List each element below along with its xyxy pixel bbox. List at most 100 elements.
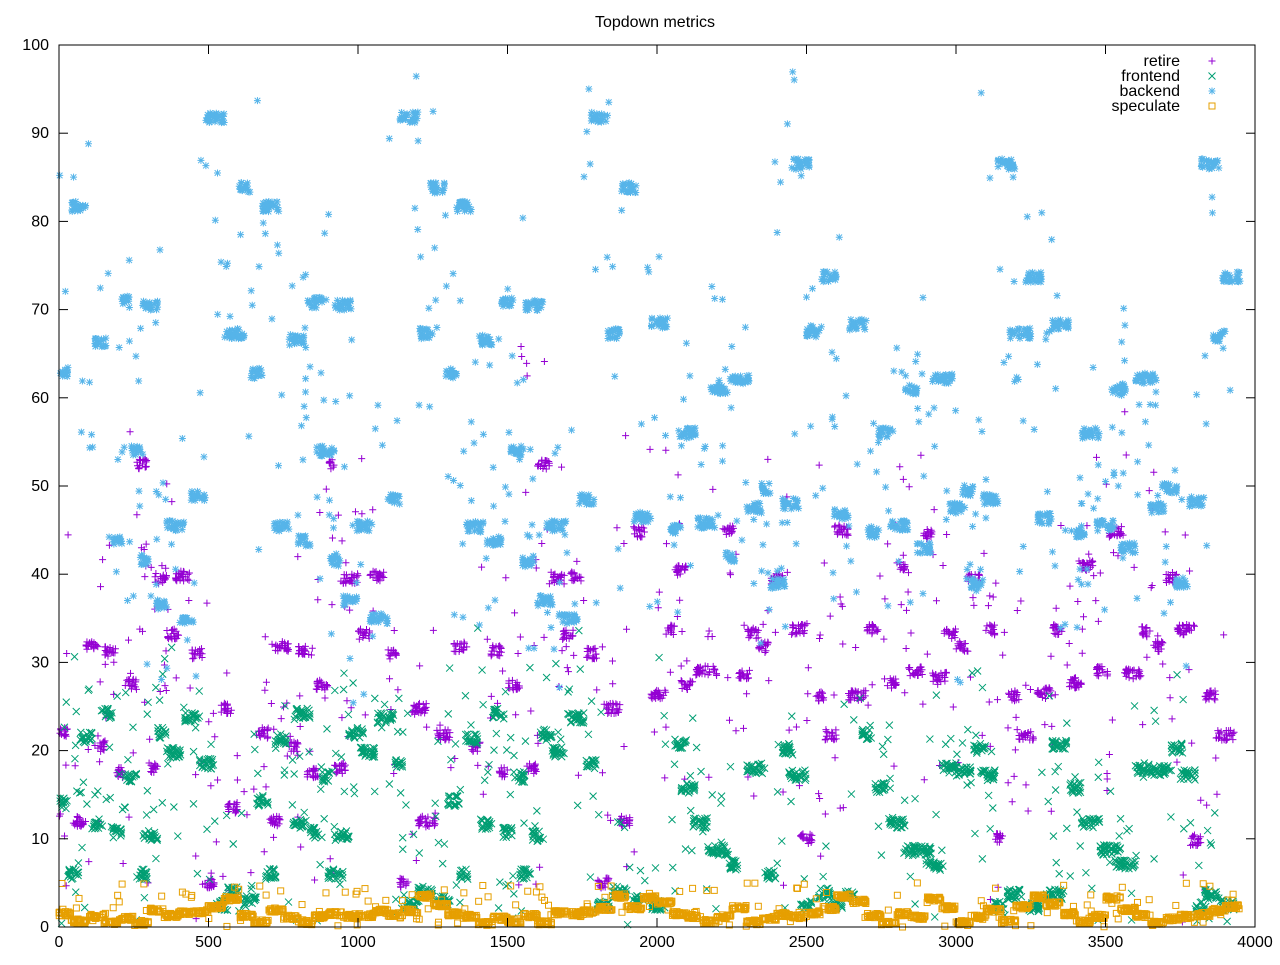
retire-point [252,731,260,739]
retire-point [522,488,530,496]
retire-point [1108,716,1116,724]
retire-point [654,604,662,612]
backend-point [270,520,278,528]
frontend-point [349,783,358,791]
retire-point [233,776,241,784]
frontend-point [434,838,443,847]
frontend-point [317,763,326,771]
retire-point [210,883,218,891]
retire-point [683,657,691,665]
retire-point [411,706,419,714]
backend-point [193,487,201,495]
retire-point [386,675,394,683]
retire-point [1150,468,1158,476]
frontend-point [692,743,701,752]
backend-point [387,494,395,502]
retire-point [185,569,193,577]
backend-point [294,540,302,548]
retire-point [515,881,523,889]
frontend-point [1087,884,1096,893]
retire-point [110,658,118,666]
retire-point [949,703,957,711]
retire-point [978,731,986,739]
retire-point [132,678,140,686]
retire-point [830,691,838,699]
retire-point [1022,681,1030,689]
retire-point [897,601,905,609]
retire-point [896,463,904,471]
frontend-point [339,685,348,694]
frontend-point [271,744,280,753]
retire-point [1212,754,1220,762]
retire-point [211,733,219,741]
retire-point [985,698,993,706]
backend-point [304,297,312,305]
frontend-point [300,808,309,817]
retire-point [162,686,170,694]
retire-point [358,455,366,463]
frontend-point [1062,824,1071,833]
retire-point [573,557,581,565]
backend-point [129,451,137,459]
frontend-point [340,669,348,678]
frontend-point [688,846,696,855]
frontend-point [461,691,470,700]
retire-point [225,806,233,814]
retire-point [75,813,83,821]
frontend-point [594,810,603,819]
retire-point [884,540,892,548]
frontend-point [377,723,386,732]
frontend-point [542,673,551,682]
retire-point [63,650,71,658]
retire-point [329,463,337,471]
retire-point [620,540,628,548]
retire-point [852,644,860,652]
backend-point [144,301,152,309]
retire-point [622,432,630,440]
retire-point [881,595,889,603]
frontend-point [526,663,534,672]
retire-point [141,698,149,706]
retire-point [56,729,64,737]
retire-point [917,451,925,459]
retire-point [764,455,772,463]
retire-point [314,681,322,689]
retire-point [1004,724,1012,732]
frontend-point [556,735,565,744]
retire-point [207,782,215,790]
retire-point [804,664,812,672]
retire-point [355,627,363,635]
frontend-point [445,664,454,672]
retire-point [980,549,988,557]
retire-point [62,882,70,890]
retire-point [1051,691,1059,699]
retire-point [135,465,143,473]
retire-point [447,764,455,772]
retire-point [661,774,669,782]
retire-point [902,606,910,614]
retire-point [1013,607,1021,615]
frontend-point [71,754,79,763]
retire-point [904,588,912,596]
backend-point [383,620,391,628]
frontend-point [330,822,339,831]
retire-point [1063,661,1071,669]
frontend-point [906,872,915,881]
retire-point [1013,726,1021,734]
frontend-point [686,806,695,815]
retire-point [99,556,107,564]
retire-point [141,573,149,581]
retire-point [328,601,336,609]
frontend-point [140,893,149,902]
retire-point [173,575,181,583]
retire-point [655,588,663,596]
frontend-point [587,697,596,705]
retire-point [594,876,602,884]
retire-point [321,694,329,702]
backend-point [409,116,417,124]
frontend-point [456,785,465,794]
frontend-point [670,760,679,769]
retire-point [205,718,213,726]
retire-point [343,697,351,705]
